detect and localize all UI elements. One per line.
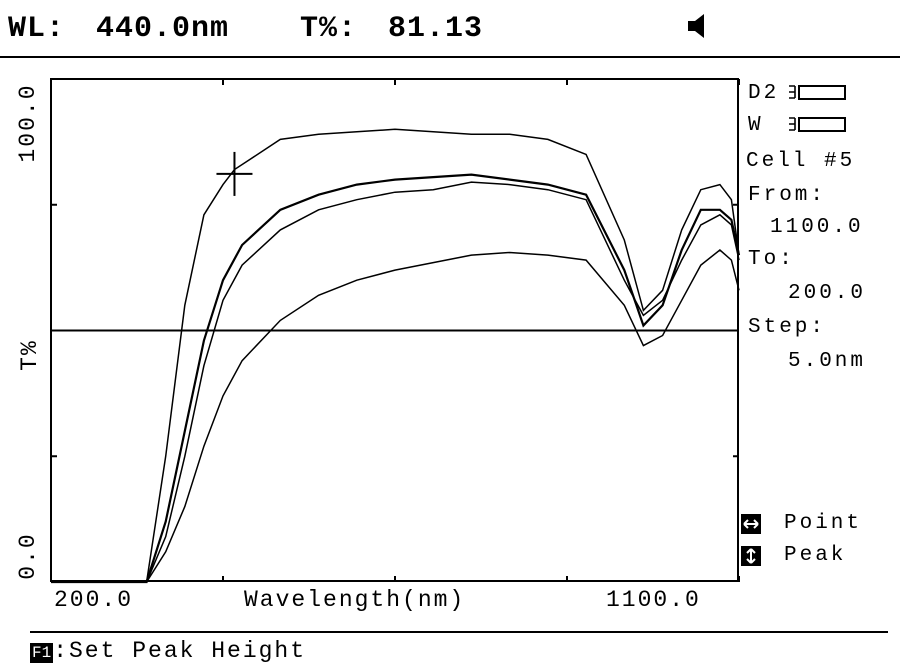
spectrum-line-4 [51,249,740,583]
x-tick-label-max: 1100.0 [606,587,701,613]
horizontal-arrows-icon[interactable] [741,514,761,534]
spectrum-plot[interactable] [50,78,741,584]
cell-label: Cell #5 [746,150,856,173]
vertical-arrows-icon[interactable] [741,546,761,566]
from-label: From: [748,184,827,207]
spectrum-line-2 [51,173,741,584]
status-transmittance-label: T%: [300,12,358,46]
spectrum-line-1 [51,128,740,583]
spectra-series [51,128,741,584]
set-peak-height-label: :Set Peak Height [53,638,307,664]
status-wavelength-label: WL: [8,12,66,46]
status-wavelength-value: 440.0nm [96,12,230,46]
w-lamp-indicator [798,117,846,132]
to-value: 200.0 [788,282,867,305]
status-bar-divider [0,56,900,58]
peak-mode-label[interactable]: Peak [784,544,847,567]
y-tick-label-max: 100.0 [15,83,41,163]
step-value: 5.0nm [788,350,867,373]
status-transmittance-value: 81.13 [388,12,484,46]
speaker-icon[interactable] [687,12,707,40]
spectrum-line-3 [51,181,740,583]
f1-key-badge[interactable]: F1 [30,643,54,663]
lamp-indicator-icon [789,85,796,99]
d2-lamp-indicator [798,85,846,100]
footer-divider [30,631,888,633]
lamp-indicator-icon [789,117,796,131]
x-tick-label-min: 200.0 [54,587,134,613]
d2-lamp-label: D2 [748,82,780,105]
set-peak-height-command[interactable]: F1:Set Peak Height [30,638,306,664]
x-axis-label: Wavelength(nm) [244,587,466,613]
w-lamp-label: W [748,114,764,137]
y-tick-label-min: 0.0 [15,532,41,580]
cursor-crosshair[interactable] [216,151,253,196]
y-axis-label: T% [17,339,43,371]
to-label: To: [748,248,795,271]
step-label: Step: [748,316,827,339]
from-value: 1100.0 [770,216,864,239]
point-mode-label[interactable]: Point [784,512,863,535]
